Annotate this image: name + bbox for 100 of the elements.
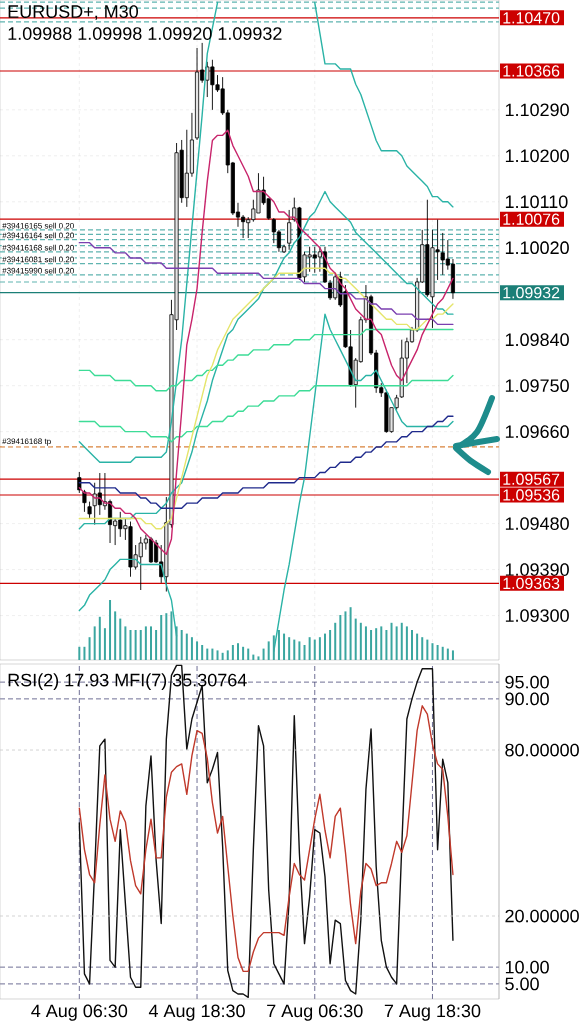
bar bbox=[436, 644, 439, 660]
x-tick-label: 4 Aug 18:30 bbox=[148, 1004, 245, 1021]
bar bbox=[247, 648, 250, 660]
bar bbox=[390, 622, 393, 660]
bar bbox=[78, 646, 81, 660]
candlestick bbox=[287, 209, 292, 251]
ref-line-label: 1.09932 bbox=[503, 287, 560, 299]
y-tick-label: 1.09840 bbox=[505, 333, 569, 347]
bar bbox=[370, 629, 373, 660]
bar bbox=[421, 637, 424, 660]
bar bbox=[160, 615, 163, 660]
bar bbox=[109, 599, 112, 660]
bar bbox=[175, 626, 178, 660]
bar bbox=[323, 633, 326, 660]
ref-line-label: 1.09567 bbox=[503, 473, 560, 485]
bar bbox=[98, 616, 101, 660]
bar bbox=[201, 644, 204, 660]
candlestick bbox=[77, 471, 82, 494]
bar bbox=[283, 633, 286, 660]
ref-line-label: #39415990 sell 0.20 bbox=[2, 267, 74, 274]
ref-line-label: #39416168 sell 0.20 bbox=[2, 244, 74, 251]
y-tick-label: 1.09390 bbox=[505, 563, 569, 576]
bar bbox=[196, 641, 199, 660]
ref-line-label: #39416165 sell 0.20 bbox=[2, 222, 74, 229]
y-tick-label: 1.09300 bbox=[505, 609, 569, 622]
bar bbox=[170, 611, 173, 660]
y-tick-label: 10.00 bbox=[505, 960, 549, 974]
bar bbox=[293, 639, 296, 660]
bar bbox=[451, 650, 454, 660]
bar bbox=[190, 637, 193, 660]
bar bbox=[364, 626, 367, 660]
bar bbox=[185, 633, 188, 660]
bar bbox=[180, 629, 183, 660]
bar bbox=[339, 615, 342, 660]
ref-line-label: #39416081 sell 0.20 bbox=[2, 256, 74, 263]
bar bbox=[411, 629, 413, 660]
bar bbox=[446, 648, 449, 660]
ref-line-label: 1.10366 bbox=[503, 65, 560, 77]
bar bbox=[267, 641, 270, 660]
bar bbox=[211, 648, 214, 660]
x-tick-label: 7 Aug 18:30 bbox=[384, 1004, 481, 1021]
bar bbox=[288, 637, 291, 660]
bar bbox=[303, 644, 306, 660]
bar bbox=[272, 635, 275, 660]
ref-line-label: 1.10076 bbox=[503, 213, 560, 225]
bar bbox=[354, 618, 357, 660]
bar bbox=[149, 626, 152, 660]
y2-tick-label: 80.00000 bbox=[505, 743, 579, 757]
bar bbox=[400, 622, 403, 660]
bar bbox=[329, 629, 332, 660]
ref-line-label: 1.09536 bbox=[503, 489, 560, 501]
y2-tick-label: 20.00000 bbox=[505, 909, 579, 923]
candlestick bbox=[82, 489, 87, 513]
y-tick-label: 1.10290 bbox=[505, 103, 569, 117]
y-tick-label: 95.00 bbox=[505, 675, 549, 689]
y-tick-label: 90.00 bbox=[505, 692, 549, 706]
bar bbox=[257, 656, 260, 660]
bar bbox=[226, 650, 229, 660]
ref-line-label: 1.10470 bbox=[503, 12, 560, 24]
y-tick-label: 1.10200 bbox=[505, 149, 569, 163]
bar bbox=[349, 607, 352, 660]
bar bbox=[155, 629, 158, 660]
y-tick-label: 1.09750 bbox=[505, 379, 569, 393]
bar bbox=[416, 633, 419, 660]
bar bbox=[252, 654, 255, 660]
ref-line-label: #39416168 tp bbox=[2, 438, 51, 446]
bar bbox=[426, 639, 429, 660]
bar bbox=[375, 628, 378, 660]
bar bbox=[221, 652, 224, 660]
bar bbox=[277, 629, 280, 660]
bar bbox=[134, 629, 137, 660]
bar bbox=[242, 646, 245, 660]
bar bbox=[431, 643, 434, 660]
bar bbox=[405, 626, 408, 660]
y-tick-label: 1.10020 bbox=[505, 241, 569, 255]
bar bbox=[83, 646, 86, 660]
bar bbox=[139, 629, 142, 660]
bar bbox=[236, 643, 239, 660]
chart-title: EURUSD+, M30 bbox=[8, 5, 139, 21]
bar bbox=[385, 629, 388, 660]
bar bbox=[119, 618, 122, 660]
bar bbox=[144, 626, 147, 660]
bar bbox=[441, 646, 444, 660]
y-tick-label: 1.09480 bbox=[505, 517, 569, 530]
bar bbox=[124, 626, 127, 660]
bar bbox=[262, 648, 265, 660]
bar bbox=[114, 611, 117, 660]
bar bbox=[231, 644, 234, 660]
candlestick bbox=[148, 536, 154, 564]
ref-line-label: 1.09363 bbox=[503, 577, 560, 590]
bar bbox=[344, 611, 347, 660]
bar bbox=[103, 628, 106, 660]
x-tick-label: 4 Aug 06:30 bbox=[31, 1004, 128, 1021]
y-tick-label: 1.10110 bbox=[505, 195, 568, 209]
bar bbox=[334, 622, 337, 660]
ref-line-label: #39416164 sell 0.20 bbox=[2, 232, 74, 239]
bar bbox=[308, 637, 311, 660]
bar bbox=[298, 641, 301, 660]
bar bbox=[129, 629, 132, 660]
bar bbox=[359, 622, 362, 660]
